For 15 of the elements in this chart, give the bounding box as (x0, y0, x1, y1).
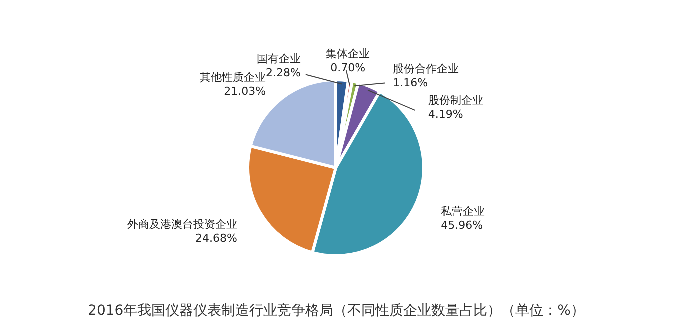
slice-label: 私营企业 (441, 205, 486, 218)
data-label: 0.70% (330, 62, 366, 75)
data-label: 4.19% (428, 108, 464, 122)
data-label: 21.03% (224, 84, 266, 98)
slice-label: 外商及港澳台投资企业 (127, 218, 238, 232)
slice-label: 股份制企业 (428, 94, 484, 108)
slice-label: 集体企业 (326, 48, 370, 61)
data-label: 2.28% (266, 66, 301, 80)
slice-label: 股份合作企业 (393, 62, 460, 76)
data-label: 1.16% (393, 76, 428, 90)
data-label: 45.96% (441, 219, 484, 232)
slice-label: 其他性质企业 (200, 70, 266, 84)
slice-label: 国有企业 (256, 52, 301, 66)
data-label: 24.68% (195, 232, 238, 246)
text: 2016年我国仪器仪表制造行业竞争格局（不同性质企业数量占比）（单位：%） (88, 303, 585, 319)
